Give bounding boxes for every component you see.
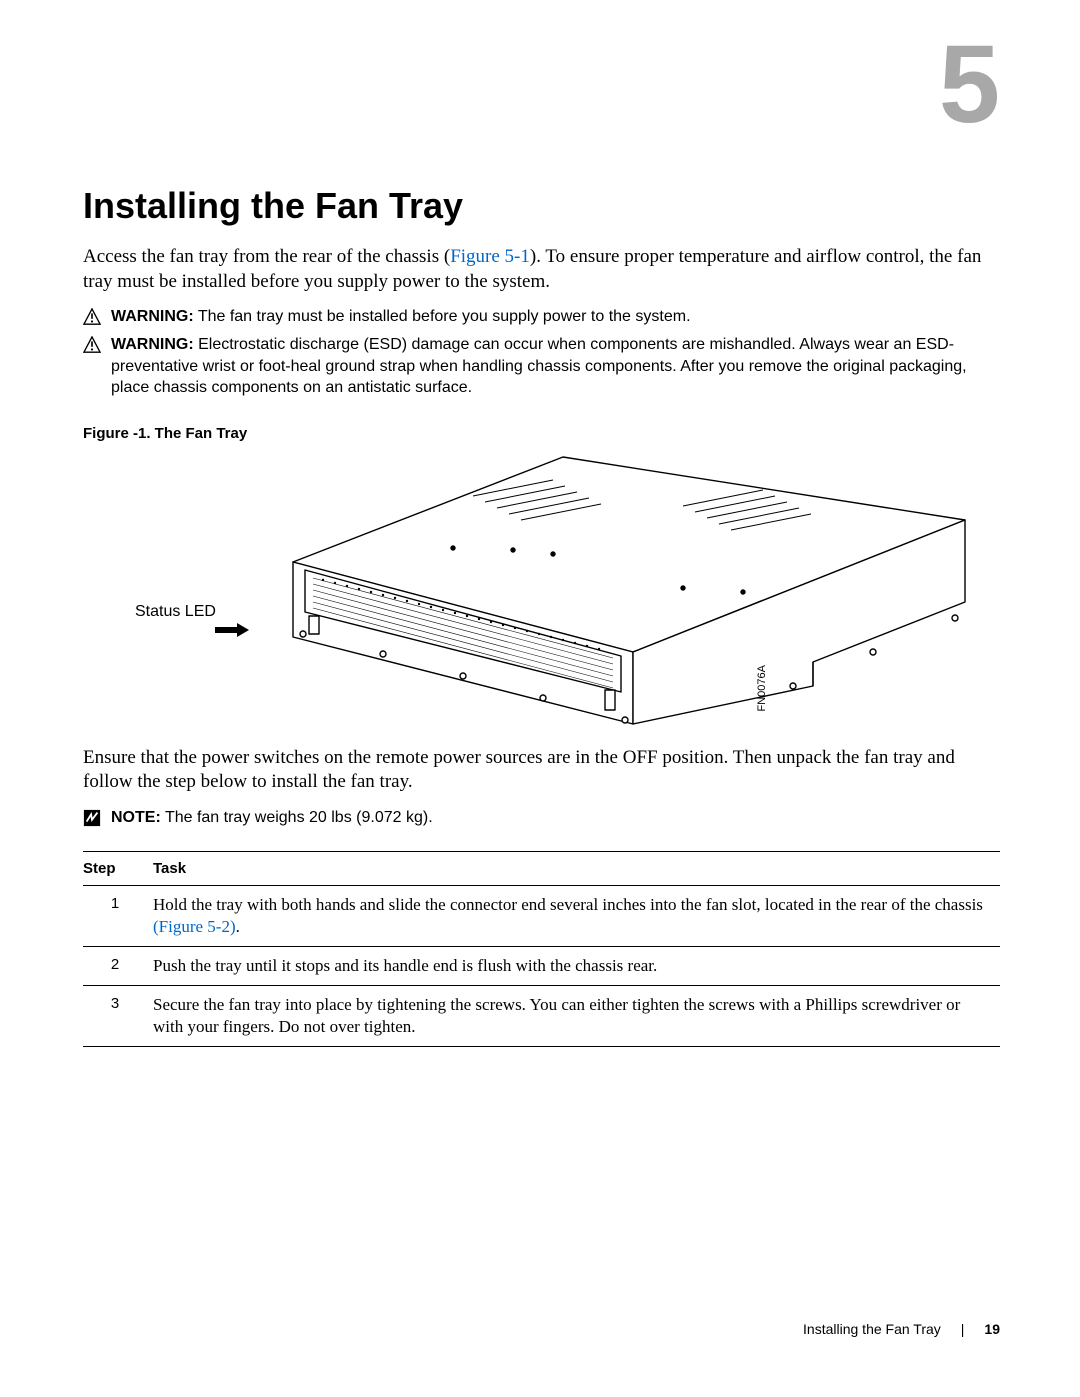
note-1: NOTE: The fan tray weighs 20 lbs (9.072 … bbox=[83, 807, 1000, 829]
task-pre: Push the tray until it stops and its han… bbox=[153, 956, 657, 975]
chapter-number: 5 bbox=[939, 30, 1000, 140]
intro-pre: Access the fan tray from the rear of the… bbox=[83, 246, 450, 267]
figure-5-2-link[interactable]: (Figure 5-2) bbox=[153, 917, 236, 936]
footer-page-number: 19 bbox=[984, 1321, 1000, 1337]
figure-area: Status LED bbox=[83, 452, 1000, 732]
status-led-label: Status LED bbox=[135, 603, 216, 621]
figure-code: FN0076A bbox=[756, 665, 768, 711]
col-task: Task bbox=[153, 851, 1000, 885]
step-task: Secure the fan tray into place by tighte… bbox=[153, 986, 1000, 1047]
warning-label: WARNING: bbox=[111, 336, 194, 353]
arrow-icon bbox=[215, 623, 249, 637]
footer-separator: | bbox=[961, 1321, 965, 1337]
figure-caption: Figure -1. The Fan Tray bbox=[83, 425, 1000, 442]
step-task: Hold the tray with both hands and slide … bbox=[153, 885, 1000, 946]
body-paragraph: Ensure that the power switches on the re… bbox=[83, 746, 1000, 795]
note-label: NOTE: bbox=[111, 809, 161, 826]
page-footer: Installing the Fan Tray | 19 bbox=[803, 1321, 1000, 1337]
step-num: 1 bbox=[83, 885, 153, 946]
warning-text: Electrostatic discharge (ESD) damage can… bbox=[111, 336, 967, 396]
warning-icon bbox=[83, 308, 101, 326]
warning-label: WARNING: bbox=[111, 308, 194, 325]
task-pre: Secure the fan tray into place by tighte… bbox=[153, 995, 960, 1036]
table-row: 3 Secure the fan tray into place by tigh… bbox=[83, 986, 1000, 1047]
steps-table: Step Task 1 Hold the tray with both hand… bbox=[83, 851, 1000, 1047]
warning-icon bbox=[83, 336, 101, 354]
table-row: 2 Push the tray until it stops and its h… bbox=[83, 946, 1000, 985]
note-icon bbox=[83, 809, 101, 827]
col-step: Step bbox=[83, 851, 153, 885]
footer-title: Installing the Fan Tray bbox=[803, 1321, 941, 1337]
task-post: . bbox=[236, 917, 240, 936]
step-task: Push the tray until it stops and its han… bbox=[153, 946, 1000, 985]
warning-1: WARNING: The fan tray must be installed … bbox=[83, 306, 1000, 328]
warning-2: WARNING: Electrostatic discharge (ESD) d… bbox=[83, 334, 1000, 399]
figure-5-1-link[interactable]: Figure 5-1 bbox=[450, 246, 530, 267]
step-num: 3 bbox=[83, 986, 153, 1047]
warning-text: The fan tray must be installed before yo… bbox=[198, 308, 691, 325]
fan-tray-illustration bbox=[253, 452, 983, 732]
table-row: 1 Hold the tray with both hands and slid… bbox=[83, 885, 1000, 946]
task-pre: Hold the tray with both hands and slide … bbox=[153, 895, 983, 914]
note-text: The fan tray weighs 20 lbs (9.072 kg). bbox=[165, 809, 433, 826]
page-title: Installing the Fan Tray bbox=[83, 185, 1000, 227]
step-num: 2 bbox=[83, 946, 153, 985]
intro-paragraph: Access the fan tray from the rear of the… bbox=[83, 245, 1000, 294]
